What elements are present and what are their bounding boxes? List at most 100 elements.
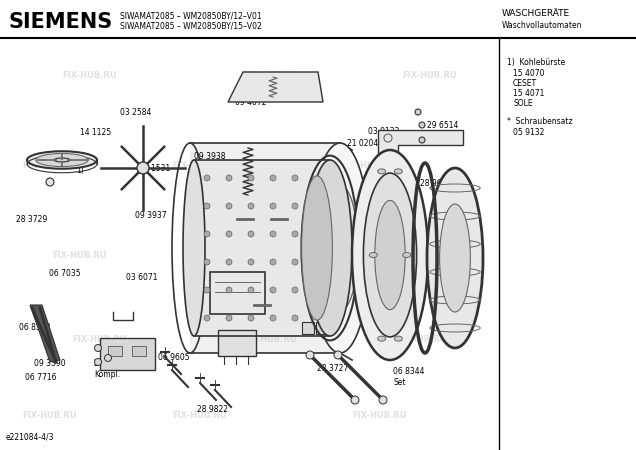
Circle shape	[270, 259, 276, 265]
Text: FIX-HUB.RU: FIX-HUB.RU	[343, 161, 398, 170]
Text: 09 4072: 09 4072	[235, 98, 267, 107]
Text: FIX-HUB.RU: FIX-HUB.RU	[173, 410, 227, 419]
Text: 09 3937: 09 3937	[135, 211, 167, 220]
Circle shape	[415, 109, 421, 115]
Text: 28 9641: 28 9641	[420, 179, 451, 188]
Polygon shape	[30, 305, 60, 362]
Circle shape	[248, 259, 254, 265]
Text: Waschvollautomaten: Waschvollautomaten	[502, 21, 583, 30]
Ellipse shape	[394, 169, 403, 174]
Circle shape	[270, 315, 276, 321]
Text: FIX-HUB.RU: FIX-HUB.RU	[23, 161, 78, 170]
Circle shape	[292, 175, 298, 181]
Text: 03 9132: 03 9132	[368, 127, 399, 136]
Ellipse shape	[367, 309, 373, 311]
Text: FIX-HUB.RU: FIX-HUB.RU	[392, 336, 447, 345]
Text: 1)  Kohlebürste: 1) Kohlebürste	[507, 58, 565, 67]
Text: FIX-HUB.RU: FIX-HUB.RU	[243, 71, 297, 80]
Circle shape	[104, 355, 111, 361]
Circle shape	[306, 351, 314, 359]
Ellipse shape	[183, 160, 205, 336]
Ellipse shape	[310, 143, 370, 353]
Ellipse shape	[427, 168, 483, 348]
Text: FIX-HUB.RU: FIX-HUB.RU	[173, 161, 227, 170]
Text: FIX-HUB.RU: FIX-HUB.RU	[203, 251, 258, 260]
Circle shape	[351, 396, 359, 404]
Ellipse shape	[363, 306, 377, 314]
Text: FIX-HUB.RU: FIX-HUB.RU	[403, 71, 457, 80]
Text: 28 9822: 28 9822	[197, 405, 228, 414]
Ellipse shape	[36, 153, 88, 166]
Ellipse shape	[375, 200, 405, 310]
Text: 05 9132: 05 9132	[513, 128, 544, 137]
FancyBboxPatch shape	[108, 346, 122, 356]
Text: 29 6514: 29 6514	[427, 121, 459, 130]
Text: 06 8344
Set: 06 8344 Set	[393, 367, 425, 387]
Ellipse shape	[368, 321, 382, 329]
Text: WASCHGERÄTE: WASCHGERÄTE	[502, 9, 570, 18]
Circle shape	[204, 203, 210, 209]
FancyBboxPatch shape	[100, 338, 155, 370]
Text: 09 3390: 09 3390	[34, 359, 66, 368]
Circle shape	[226, 315, 232, 321]
Circle shape	[292, 287, 298, 293]
Circle shape	[383, 335, 393, 345]
Text: 09 3938
1900 w.: 09 3938 1900 w.	[194, 152, 226, 172]
Ellipse shape	[308, 160, 352, 336]
Circle shape	[292, 259, 298, 265]
Circle shape	[248, 203, 254, 209]
Circle shape	[419, 122, 425, 128]
Ellipse shape	[403, 252, 411, 257]
Text: 28 3710 *: 28 3710 *	[277, 270, 314, 279]
Text: 1): 1)	[76, 166, 84, 176]
Ellipse shape	[322, 185, 358, 311]
Polygon shape	[316, 322, 328, 334]
Ellipse shape	[378, 169, 385, 174]
Text: 14 1125: 14 1125	[80, 128, 111, 137]
Text: 20 7897: 20 7897	[228, 297, 259, 306]
Polygon shape	[190, 143, 340, 353]
Text: 06 7297: 06 7297	[191, 319, 223, 328]
Circle shape	[270, 203, 276, 209]
Circle shape	[270, 231, 276, 237]
Text: FIX-HUB.RU: FIX-HUB.RU	[243, 336, 297, 345]
Polygon shape	[194, 160, 330, 336]
Text: SIWAMAT2085 – WM20850BY/12–V01: SIWAMAT2085 – WM20850BY/12–V01	[120, 12, 261, 21]
Text: 06 9605: 06 9605	[158, 353, 190, 362]
Text: 15 4071: 15 4071	[513, 89, 544, 98]
Ellipse shape	[363, 173, 417, 337]
Circle shape	[204, 231, 210, 237]
Text: 28 9823: 28 9823	[275, 284, 306, 292]
Text: FIX-HUB.RU: FIX-HUB.RU	[353, 410, 407, 419]
Text: 28 3727: 28 3727	[317, 364, 348, 373]
Circle shape	[270, 287, 276, 293]
Polygon shape	[228, 72, 323, 102]
Circle shape	[204, 175, 210, 181]
Text: 06 9632: 06 9632	[374, 245, 406, 254]
Circle shape	[248, 287, 254, 293]
Text: 15 1531: 15 1531	[139, 164, 170, 173]
Text: SIWAMAT2085 – WM20850BY/15–V02: SIWAMAT2085 – WM20850BY/15–V02	[120, 22, 262, 31]
Ellipse shape	[439, 204, 471, 312]
Text: 28 3729: 28 3729	[16, 215, 47, 224]
Polygon shape	[302, 322, 314, 334]
Ellipse shape	[370, 252, 377, 257]
Circle shape	[292, 231, 298, 237]
Circle shape	[248, 175, 254, 181]
Text: SOLE: SOLE	[513, 99, 532, 108]
Text: FIX-HUB.RU: FIX-HUB.RU	[373, 251, 427, 260]
Circle shape	[137, 162, 149, 174]
Ellipse shape	[372, 324, 378, 327]
Circle shape	[95, 345, 102, 351]
Text: e221084-4/3: e221084-4/3	[6, 433, 55, 442]
Circle shape	[226, 259, 232, 265]
Circle shape	[270, 175, 276, 181]
Circle shape	[248, 231, 254, 237]
Circle shape	[95, 359, 102, 365]
Circle shape	[204, 315, 210, 321]
Text: FIX-HUB.RU: FIX-HUB.RU	[53, 251, 107, 260]
Ellipse shape	[378, 336, 385, 341]
Text: 15 4070: 15 4070	[513, 69, 544, 78]
Text: FIX-HUB.RU: FIX-HUB.RU	[23, 410, 78, 419]
Circle shape	[46, 178, 54, 186]
